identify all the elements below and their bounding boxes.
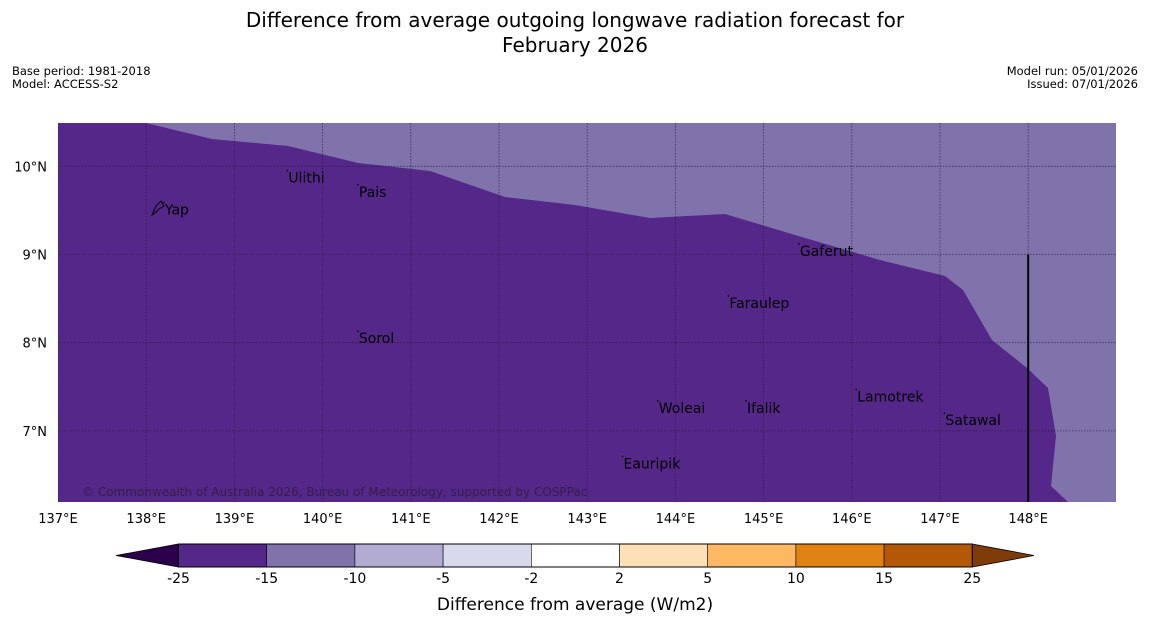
colorbar-title: Difference from average (W/m2) xyxy=(437,595,713,615)
latitude-tick-label: 9°N xyxy=(23,249,48,264)
colorbar-swatch xyxy=(178,543,267,568)
place-marker xyxy=(357,330,359,332)
place-label: Eauripik xyxy=(623,456,681,472)
longitude-tick-label: 146°E xyxy=(832,512,872,527)
colorbar-extend-low xyxy=(115,543,179,568)
colorbar-swatch xyxy=(354,543,444,568)
longitude-tick-label: 144°E xyxy=(656,512,696,527)
place-marker xyxy=(798,243,800,245)
colorbar-tick-label: 2 xyxy=(615,571,624,587)
place-label: Ulithi xyxy=(288,171,324,187)
place-label: Pais xyxy=(359,185,387,201)
colorbar-swatch xyxy=(530,543,620,568)
colorbar-swatch xyxy=(442,543,532,568)
place-marker xyxy=(727,295,730,297)
latitude-tick-label: 10°N xyxy=(14,160,47,175)
latitude-tick-label: 8°N xyxy=(23,337,48,352)
graticule xyxy=(58,123,1116,502)
place-label: Ifalik xyxy=(747,401,781,417)
colorbar-tick-label: -25 xyxy=(167,571,190,587)
meta-right: Model run: 05/01/2026 Issued: 07/01/2026 xyxy=(1007,65,1138,91)
anomaly-region-dark xyxy=(58,123,1068,502)
colorbar: -25 -15 -10 -5 -2 2 5 10 15 25 xyxy=(115,543,1035,587)
longitude-tick-label: 137°E xyxy=(38,512,78,527)
colorbar-tick-label: 10 xyxy=(787,571,805,587)
colorbar-tick-label: 25 xyxy=(963,571,981,587)
place-labels: Yap Ulithi Pais Gaferut Faraulep Sorol Lamotre… xyxy=(163,169,1001,472)
place-label: Sorol xyxy=(359,331,394,347)
longitude-tick-label: 138°E xyxy=(126,512,166,527)
colorbar-swatch xyxy=(707,543,797,568)
place-marker xyxy=(286,169,289,172)
copyright-text: © Commonwealth of Australia 2026, Bureau… xyxy=(82,485,587,499)
place-label: Faraulep xyxy=(729,296,789,312)
place-marker xyxy=(943,412,946,414)
colorbar-tick-label: -15 xyxy=(255,571,278,587)
place-label: Woleai xyxy=(659,401,706,417)
longitude-tick-label: 143°E xyxy=(567,512,607,527)
longitude-tick-label: 148°E xyxy=(1008,512,1048,527)
longitude-tick-label: 141°E xyxy=(391,512,431,527)
base-period-text: Base period: 1981-2018 xyxy=(12,64,151,78)
longitude-tick-labels: 137°E 138°E 139°E 140°E 141°E 142°E 143°E 144°E… xyxy=(38,512,1048,527)
place-marker xyxy=(621,455,624,458)
longitude-tick-label: 147°E xyxy=(920,512,960,527)
colorbar-frame xyxy=(178,543,973,568)
colorbar-swatch xyxy=(883,543,973,568)
longitude-tick-label: 145°E xyxy=(744,512,784,527)
colorbar-extend-high xyxy=(971,543,1035,568)
latitude-tick-label: 7°N xyxy=(23,425,48,440)
colorbar-swatch xyxy=(795,543,885,568)
place-label: Lamotrek xyxy=(857,389,924,405)
title-line-1: Difference from average outgoing longwav… xyxy=(245,8,905,32)
colorbar-swatch xyxy=(266,543,356,568)
model-run-text: Model run: 05/01/2026 xyxy=(1006,64,1138,78)
place-marker xyxy=(163,201,165,204)
place-marker xyxy=(745,400,747,402)
colorbar-tick-label: -10 xyxy=(343,571,366,587)
colorbar-tick-label: -5 xyxy=(436,571,450,587)
colorbar-tick-label: -2 xyxy=(524,571,538,587)
place-label: Yap xyxy=(164,202,189,218)
meta-left: Base period: 1981-2018 Model: ACCESS-S2 xyxy=(12,65,151,91)
latitude-tick-labels: 10°N 9°N 8°N 7°N xyxy=(14,160,47,440)
map-title: Difference from average outgoing longwav… xyxy=(0,8,1150,58)
place-marker xyxy=(357,183,359,186)
longitude-tick-label: 142°E xyxy=(479,512,519,527)
place-label: Gaferut xyxy=(800,244,854,260)
model-text: Model: ACCESS-S2 xyxy=(12,77,119,91)
colorbar-tick-label: 15 xyxy=(875,571,893,587)
issued-text: Issued: 07/01/2026 xyxy=(1027,77,1138,91)
place-marker xyxy=(656,400,659,402)
longitude-tick-label: 140°E xyxy=(303,512,343,527)
place-label: Satawal xyxy=(945,413,1000,429)
yap-island-shape xyxy=(150,200,165,217)
title-line-2: February 2026 xyxy=(502,33,648,57)
place-marker xyxy=(855,388,858,391)
longitude-tick-label: 139°E xyxy=(215,512,255,527)
colorbar-swatch xyxy=(619,543,708,568)
colorbar-tick-label: 5 xyxy=(703,571,712,587)
